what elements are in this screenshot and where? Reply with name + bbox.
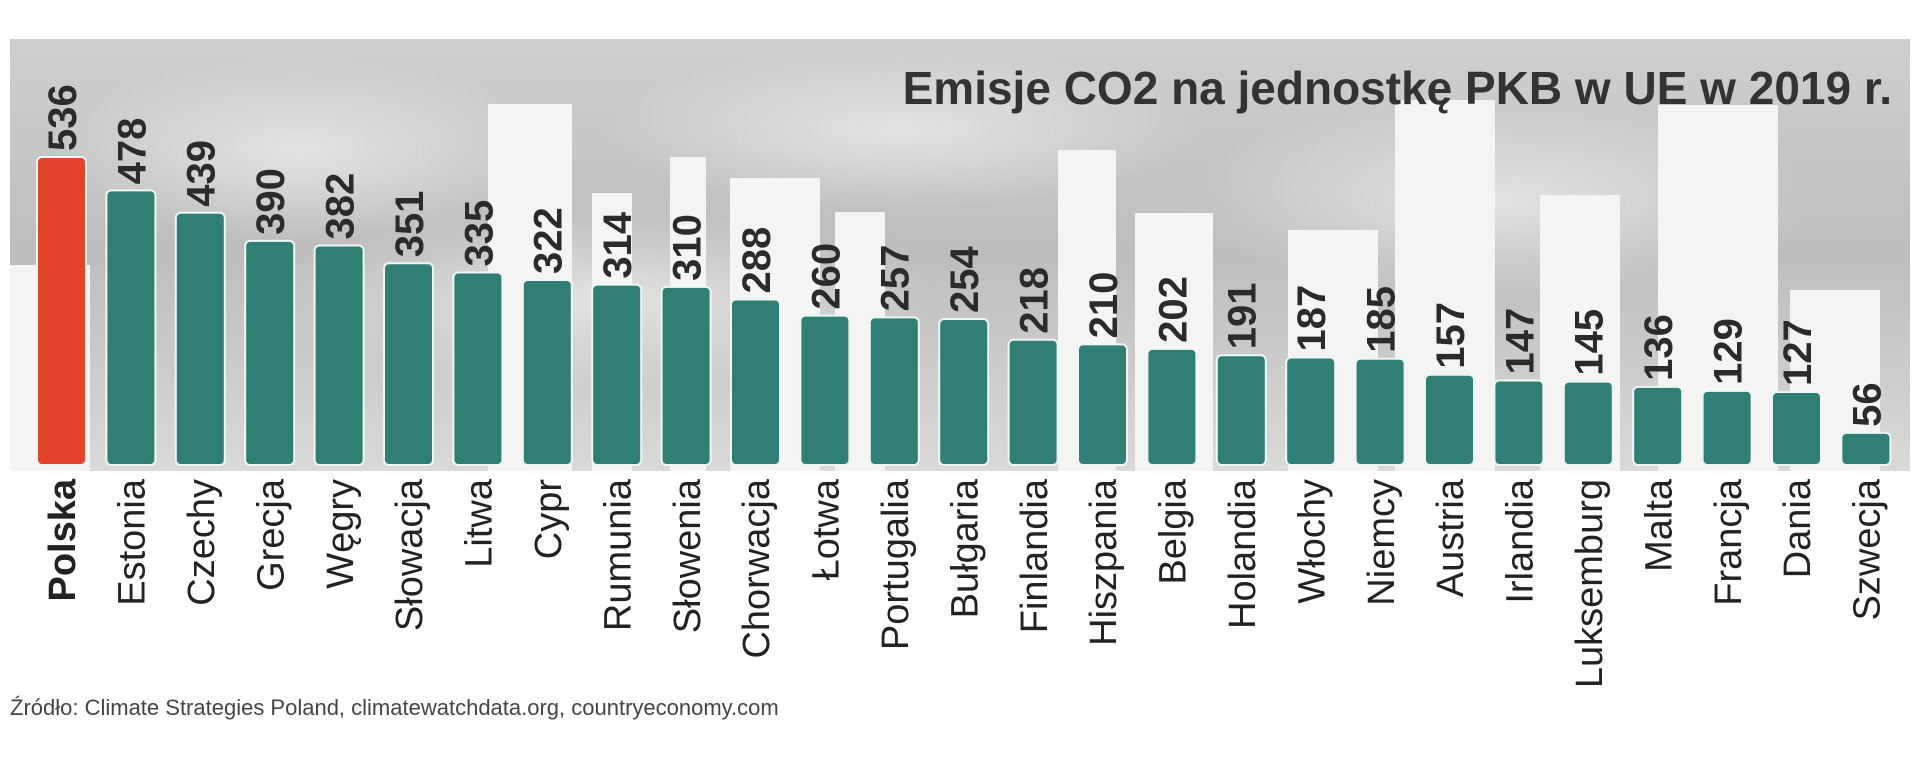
bar-słowenia (660, 285, 712, 466)
value-label: 136 (1637, 314, 1681, 381)
bar-łotwa (799, 314, 851, 466)
bar-polska (36, 156, 87, 466)
category-labels: Polska Estonia Czechy Grecja Węgry Słowacja Li… (42, 478, 1888, 688)
category-label: Dania (1777, 478, 1819, 578)
value-label: 439 (180, 140, 224, 207)
category-label: Grecja (250, 478, 292, 591)
category-label: Cypr (528, 479, 570, 560)
category-label: Łotwa (806, 478, 848, 580)
category-label: Chorwacja (736, 478, 778, 658)
bar-dania (1771, 391, 1822, 467)
category-label: Finlandia (1014, 478, 1056, 633)
category-label: Luksemburg (1569, 479, 1611, 688)
bar-czechy (174, 211, 226, 466)
bar-szwecja (1840, 431, 1892, 466)
category-label: Estonia (112, 478, 154, 606)
value-label: 257 (874, 245, 918, 312)
category-label: Słowenia (667, 478, 709, 633)
category-label: Holandia (1222, 478, 1264, 629)
value-label: 218 (1013, 267, 1057, 334)
value-label: 310 (666, 214, 710, 281)
value-label: 202 (1151, 276, 1195, 343)
bar-węgry (313, 244, 365, 466)
bar-holandia (1215, 354, 1267, 467)
value-label: 185 (1360, 286, 1404, 353)
value-label: 191 (1221, 282, 1265, 349)
value-label: 390 (249, 168, 293, 235)
category-label: Bułgaria (944, 478, 986, 618)
bar-belgia (1146, 347, 1198, 467)
value-labels: 536 478 439 390 382 351 335 322 314 310 288 260 257 2… (41, 84, 1889, 427)
bar-francja (1701, 389, 1753, 467)
bar-luksemburg (1562, 380, 1614, 466)
value-label: 335 (457, 200, 501, 267)
bar-rumunia (591, 283, 643, 466)
value-label: 157 (1429, 302, 1473, 369)
value-label: 147 (1498, 308, 1542, 375)
source-note: Źródło: Climate Strategies Poland, clima… (10, 695, 779, 720)
category-label: Hiszpania (1083, 478, 1125, 646)
bar-portugalia (868, 316, 920, 466)
value-label: 145 (1568, 309, 1612, 376)
category-label: Francja (1708, 478, 1750, 606)
bar-grecja (244, 239, 296, 466)
category-label: Malta (1638, 478, 1680, 572)
value-label: 314 (596, 211, 640, 278)
bars (36, 156, 1892, 467)
category-label: Irlandia (1500, 478, 1542, 603)
category-label: Austria (1430, 478, 1472, 597)
bar-hiszpania (1077, 343, 1128, 467)
value-label: 322 (527, 207, 571, 274)
value-label: 187 (1290, 285, 1334, 352)
category-label: Włochy (1291, 479, 1333, 604)
bar-irlandia (1493, 379, 1545, 466)
value-label: 260 (804, 243, 848, 310)
category-label: Rumunia (597, 478, 639, 631)
bar-estonia (105, 189, 157, 466)
value-label: 288 (735, 227, 779, 294)
bar-słowacja (383, 262, 434, 466)
value-label: 129 (1707, 318, 1751, 385)
category-label: Polska (42, 478, 84, 601)
value-label: 478 (110, 118, 154, 185)
bar-cypr (521, 278, 573, 466)
bar-austria (1424, 373, 1475, 466)
bar-finlandia (1007, 338, 1059, 467)
category-label: Belgia (1153, 478, 1195, 584)
value-label: 351 (388, 191, 432, 258)
chart-title: Emisje CO2 na jednostkę PKB w UE w 2019 … (903, 62, 1892, 114)
category-label: Węgry (320, 479, 362, 589)
value-label: 536 (41, 84, 85, 151)
category-label: Litwa (459, 478, 501, 568)
category-label: Czechy (181, 479, 223, 606)
bar-chorwacja (730, 298, 781, 467)
value-label: 127 (1776, 319, 1820, 386)
category-label: Portugalia (875, 478, 917, 650)
bar-litwa (452, 271, 504, 466)
value-label: 56 (1845, 382, 1889, 427)
bar-włochy (1285, 356, 1337, 466)
category-label: Słowacja (389, 478, 431, 631)
bar-niemcy (1354, 357, 1406, 466)
value-label: 254 (943, 246, 987, 313)
value-label: 382 (319, 173, 363, 240)
bar-bułgaria (938, 318, 990, 466)
category-label: Szwecja (1847, 478, 1889, 620)
value-label: 210 (1082, 272, 1126, 339)
category-label: Niemcy (1361, 479, 1403, 606)
bar-malta (1632, 385, 1684, 466)
